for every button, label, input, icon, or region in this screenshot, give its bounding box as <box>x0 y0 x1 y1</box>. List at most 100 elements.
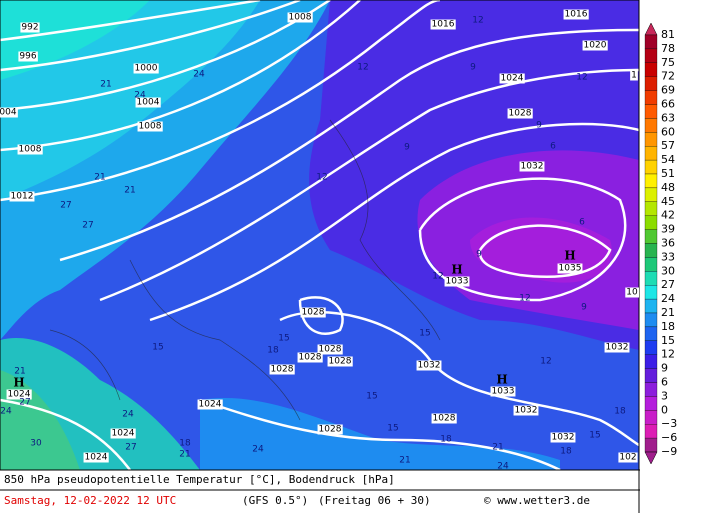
legend-tick-label: 48 <box>661 181 675 194</box>
legend-swatch <box>644 354 658 369</box>
temperature-label: 27 <box>82 221 93 231</box>
pressure-label: 1028 <box>302 308 325 318</box>
pressure-label-box <box>18 51 38 62</box>
pressure-label-box <box>269 364 295 375</box>
legend-swatch <box>644 159 658 175</box>
high-pressure-marker: H <box>13 376 24 390</box>
pressure-label-box <box>297 352 323 363</box>
pressure-label-box <box>582 40 608 51</box>
temperature-label: 24 <box>0 407 12 417</box>
legend-swatch <box>644 201 658 216</box>
pressure-label: 1024 <box>8 390 31 400</box>
pressure-label-box <box>513 405 539 416</box>
temperature-label: 6 <box>550 142 556 152</box>
temperature-label: 9 <box>404 143 410 153</box>
legend-swatch <box>644 312 658 328</box>
temperature-label: 21 <box>492 443 503 453</box>
pressure-label: 1032 <box>552 433 575 443</box>
pressure-label: 1028 <box>509 109 532 119</box>
legend-tick-label: 9 <box>661 362 668 375</box>
isobars <box>0 0 639 470</box>
map-field <box>0 0 639 470</box>
pressure-label: 1035 <box>559 264 582 274</box>
legend-tick-label: 24 <box>661 292 675 305</box>
pressure-label-box <box>416 360 442 371</box>
legend-tick-label: 78 <box>661 42 675 55</box>
temperature-label: 18 <box>440 435 452 445</box>
temperature-label: 24 <box>122 410 134 420</box>
temperature-label: 9 <box>476 250 482 260</box>
legend-swatch <box>644 76 658 91</box>
pressure-label-box <box>550 432 576 443</box>
pressure-label: 1016 <box>432 20 455 30</box>
pressure-label: 1024 <box>112 429 135 439</box>
temperature-label: 21 <box>94 173 105 183</box>
pressure-label-box <box>83 452 109 463</box>
pressure-label-box <box>630 70 638 81</box>
temperature-label: 15 <box>589 431 600 441</box>
legend-swatch <box>644 187 658 202</box>
pressure-label-box <box>317 424 343 435</box>
temperature-label: 24 <box>497 462 509 472</box>
footer-credit: © www.wetter3.de <box>484 494 590 507</box>
pressure-label-box <box>20 22 40 33</box>
pressure-label-box <box>499 73 525 84</box>
pressure-label: 1032 <box>515 406 538 416</box>
temperature-label: 6 <box>579 218 585 228</box>
temperature-label: 27 <box>60 201 71 211</box>
legend-tick-label: 12 <box>661 348 675 361</box>
legend-tick-label: 18 <box>661 320 675 333</box>
legend-swatch <box>644 173 658 189</box>
pressure-label-box <box>604 342 630 353</box>
pressure-label: 1033 <box>492 387 515 397</box>
pressure-label: 1032 <box>521 162 544 172</box>
pressure-label-box <box>327 356 353 367</box>
pressure-label: 1028 <box>329 357 352 367</box>
pressure-label-box <box>197 399 223 410</box>
pressure-label: 102 <box>619 453 636 463</box>
temperature-label: 27 <box>125 443 136 453</box>
pressure-label-box <box>519 161 545 172</box>
legend-tick-label: 33 <box>661 250 675 263</box>
legend-tick-label: 63 <box>661 111 675 124</box>
pressure-label: 996 <box>19 52 36 62</box>
pressure-label-box <box>287 12 313 23</box>
pressure-label: 1008 <box>139 122 162 132</box>
temperature-label: 24 <box>252 445 264 455</box>
pressure-label: 1012 <box>11 192 34 202</box>
legend-tick-label: −9 <box>661 445 677 458</box>
temperature-label: 24 <box>193 70 205 80</box>
pressure-label: 1028 <box>319 345 342 355</box>
pressure-label-box <box>137 121 163 132</box>
legend-tick-label: 66 <box>661 98 675 111</box>
coastlines <box>49 119 441 421</box>
temperature-label: 15 <box>278 334 289 344</box>
legend-tick-label: 45 <box>661 195 675 208</box>
pressure-label: 1028 <box>299 353 322 363</box>
pressure-label-box <box>507 108 533 119</box>
pressure-label-box <box>0 107 18 118</box>
temperature-label: 15 <box>152 343 163 353</box>
legend-swatch <box>644 243 658 258</box>
high-pressure-marker: H <box>496 373 507 387</box>
temperature-label: 30 <box>30 439 42 449</box>
pressure-label-box <box>625 287 639 298</box>
legend-swatch <box>644 271 658 286</box>
legend-tick-label: 81 <box>661 28 675 41</box>
temperature-label: 21 <box>124 186 135 196</box>
pressure-label-box <box>618 452 638 463</box>
legend-swatch <box>644 396 658 411</box>
temperature-label: 12 <box>432 272 443 282</box>
legend-tick-label: 75 <box>661 56 675 69</box>
legend-swatch <box>644 229 658 244</box>
temperature-label: 21 <box>14 367 25 377</box>
legend-tick-label: 6 <box>661 376 668 389</box>
legend-arrow-top <box>644 22 658 36</box>
temperature-label: 12 <box>316 173 327 183</box>
pressure-label: 1024 <box>199 400 222 410</box>
pressure-label: 1033 <box>446 277 469 287</box>
pressure-label-box <box>110 428 136 439</box>
pressure-label-box <box>300 307 326 318</box>
pressure-label-box <box>490 386 516 397</box>
